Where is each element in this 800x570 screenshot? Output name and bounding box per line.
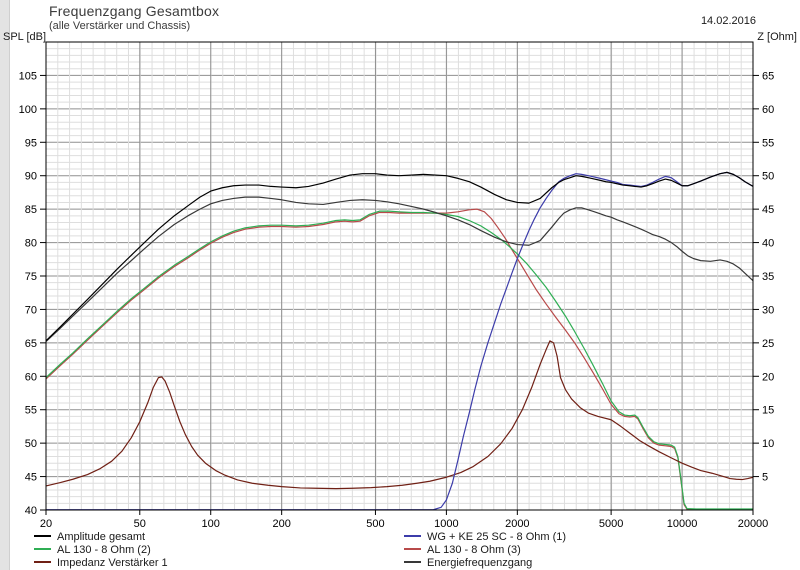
y-right-tick-label: 20 [762,371,774,383]
y-left-tick-label: 55 [25,405,37,417]
x-tick-label: 500 [366,518,384,530]
y-left-tick-label: 45 [25,472,37,484]
legend-item-al130-2: AL 130 - 8 Ohm (2) [34,544,151,557]
x-tick-label: 5000 [599,518,623,530]
legend-swatch [404,561,421,564]
chart-date: 14.02.2016 [700,15,756,27]
y-left-tick-label: 40 [25,505,37,517]
y-left-tick-label: 75 [25,271,37,283]
y-left-tick-label: 100 [19,104,37,116]
legend-label: AL 130 - 8 Ohm (2) [57,544,151,556]
y-right-tick-label: 55 [762,137,774,149]
y-left-tick-label: 65 [25,338,37,350]
x-tick-label: 200 [272,518,290,530]
curve-energiefrequenzgang [45,196,754,342]
y-right-tick-label: 15 [762,405,774,417]
legend-swatch [404,548,421,551]
y-axis-right-label: Z [Ohm] [757,31,797,43]
axis-ticks [40,74,759,515]
window-edge [0,0,10,570]
legend-item-energiefrequenzgang: Energiefrequenzgang [404,557,532,570]
y-left-tick-label: 85 [25,204,37,216]
plot-frame [45,41,754,511]
y-right-tick-label: 50 [762,171,774,183]
legend-swatch [34,535,51,538]
legend-item-impedanz: Impedanz Verstärker 1 [34,557,168,570]
legend-swatch [404,535,421,538]
legend-label: Amplitude gesamt [57,531,146,543]
axis-tick-labels: 40 45 50 55 60 65 70 75 80 85 90 95 100 105 5 10 15 20 25 3… [19,70,775,530]
curve-impedanz-verst-rker-1 [45,340,754,490]
legend-swatch [34,561,51,564]
legend-label: AL 130 - 8 Ohm (3) [427,544,521,556]
y-left-tick-label: 70 [25,304,37,316]
y-right-tick-label: 30 [762,304,774,316]
curve-amplitude-gesamt [45,171,754,342]
legend-label: Energiefrequenzgang [427,557,533,569]
y-right-tick-label: 45 [762,204,774,216]
series-curves [45,171,754,511]
x-tick-label: 20 [40,518,52,530]
y-right-tick-label: 60 [762,104,774,116]
y-left-tick-label: 50 [25,438,37,450]
legend-label: Impedanz Verstärker 1 [57,557,168,569]
y-right-tick-label: 65 [762,70,774,82]
y-left-tick-label: 95 [25,137,37,149]
x-tick-label: 2000 [505,518,529,530]
y-right-tick-label: 35 [762,271,774,283]
y-left-tick-label: 60 [25,371,37,383]
y-left-tick-label: 80 [25,238,37,250]
chart-subtitle: (alle Verstärker und Chassis) [49,20,191,32]
legend-item-amplitude-gesamt: Amplitude gesamt [34,531,145,544]
x-tick-label: 100 [202,518,220,530]
curve-al-130-8-ohm-3- [45,208,753,511]
legend-item-wg-ke25sc: WG + KE 25 SC - 8 Ohm (1) [404,531,566,544]
chart-title: Frequenzgang Gesamtbox [49,3,220,19]
x-tick-label: 50 [134,518,146,530]
y-right-tick-label: 40 [762,238,774,250]
y-left-tick-label: 105 [19,70,37,82]
y-right-tick-label: 5 [762,472,768,484]
curve-al-130-8-ohm-2- [45,210,753,510]
gridlines [45,42,754,510]
legend-swatch [34,548,51,551]
legend-item-al130-3: AL 130 - 8 Ohm (3) [404,544,521,557]
y-left-tick-label: 90 [25,171,37,183]
y-axis-left-label: SPL [dB] [3,31,47,43]
x-tick-label: 20000 [738,518,769,530]
y-right-tick-label: 10 [762,438,774,450]
x-tick-label: 10000 [667,518,698,530]
x-tick-label: 1000 [434,518,458,530]
y-right-tick-label: 25 [762,338,774,350]
legend-label: WG + KE 25 SC - 8 Ohm (1) [427,531,567,543]
